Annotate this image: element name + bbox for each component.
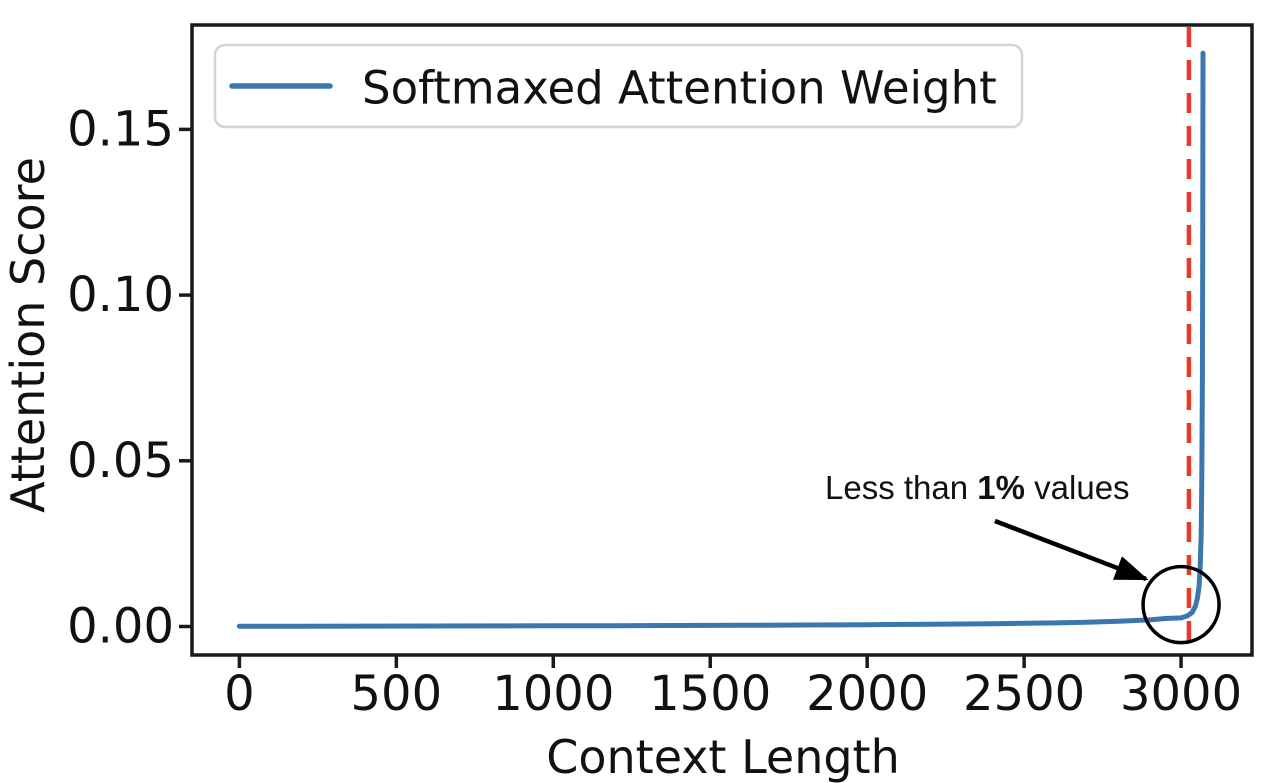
annotation-text-bold: 1% bbox=[977, 469, 1025, 506]
legend-label: Softmaxed Attention Weight bbox=[362, 62, 997, 115]
y-tick-label: 0.00 bbox=[67, 598, 174, 654]
annotation-text: Less than 1% values bbox=[825, 469, 1130, 506]
x-axis-label: Context Length bbox=[546, 730, 900, 783]
x-tick-label: 0 bbox=[224, 666, 255, 722]
legend-box bbox=[213, 43, 1024, 129]
axes-frame bbox=[190, 23, 1254, 657]
y-tick-label: 0.10 bbox=[67, 267, 174, 323]
annotation-circle bbox=[1141, 564, 1221, 645]
x-tick-label: 2000 bbox=[806, 666, 928, 722]
y-axis-label: Attention Score bbox=[1, 157, 55, 513]
annotation-text-suffix: values bbox=[1025, 469, 1130, 506]
x-tick-label: 500 bbox=[351, 666, 443, 722]
x-tick-label: 3000 bbox=[1120, 666, 1242, 722]
x-tick-label: 1500 bbox=[649, 666, 771, 722]
annotation-arrow bbox=[994, 518, 1149, 582]
y-tick-label: 0.15 bbox=[67, 101, 174, 157]
annotation-text-prefix: Less than bbox=[825, 469, 977, 506]
x-tick-label: 1000 bbox=[492, 666, 614, 722]
y-tick-label: 0.05 bbox=[67, 433, 174, 489]
series-line-softmaxed-attention-weight bbox=[236, 50, 1206, 629]
plot-area: 0 500 1000 1500 2000 2500 3000 0.00 0.05 0.10 0.15 bbox=[67, 23, 1254, 722]
x-tick-label: 2500 bbox=[963, 666, 1085, 722]
